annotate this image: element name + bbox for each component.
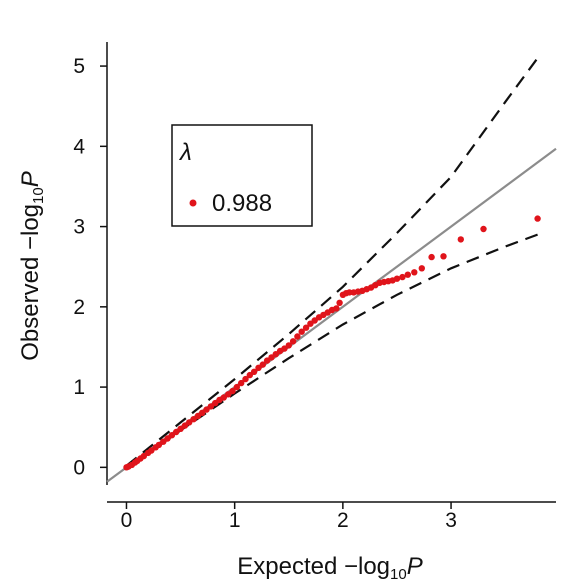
y-tick-label: 1 (73, 376, 85, 399)
x-tick-label: 1 (229, 509, 241, 532)
data-point (336, 299, 343, 306)
legend: λ 0.988 (171, 124, 313, 227)
confidence-band-upper (125, 57, 539, 467)
data-point (242, 375, 249, 383)
data-point (411, 269, 418, 276)
legend-marker (189, 199, 197, 207)
x-axis-title: Expected −log10P (237, 553, 422, 583)
data-point (333, 305, 340, 312)
legend-entry-label: 0.988 (212, 190, 272, 217)
x-ticks: 0 1 2 3 (121, 502, 457, 532)
data-points (123, 215, 541, 471)
y-tick-label: 4 (73, 135, 85, 158)
data-point (418, 265, 425, 272)
data-point (534, 215, 541, 222)
y-tick-label: 2 (73, 296, 85, 319)
y-tick-label: 5 (73, 55, 85, 78)
data-point (233, 383, 240, 391)
data-point (393, 275, 401, 282)
data-point (220, 394, 227, 401)
data-point (302, 324, 310, 331)
data-point (263, 357, 271, 364)
y-axis-title: Observed −log10P (17, 171, 47, 360)
confidence-band-lower (125, 233, 538, 470)
data-point (289, 338, 297, 345)
y-tick-label: 0 (73, 456, 85, 479)
data-point (281, 345, 288, 352)
data-point (480, 225, 487, 233)
data-point (250, 368, 258, 375)
data-point (311, 317, 318, 324)
data-point (404, 271, 411, 278)
data-point (259, 361, 266, 368)
data-point (155, 441, 163, 449)
data-point (285, 342, 292, 349)
data-point (298, 328, 305, 335)
data-point (428, 253, 435, 261)
data-point (203, 406, 210, 413)
x-tick-label: 3 (445, 509, 457, 532)
legend-title: λ (178, 139, 192, 166)
axes: 0 1 2 3 4 5 0 1 2 3 (73, 42, 556, 532)
data-point (457, 236, 464, 243)
data-point (186, 419, 193, 426)
data-point (238, 379, 245, 387)
y-tick-label: 3 (73, 216, 85, 239)
x-tick-label: 0 (121, 509, 133, 532)
data-point (440, 253, 447, 260)
y-ticks: 0 1 2 3 4 5 (73, 55, 107, 479)
x-tick-label: 2 (337, 509, 349, 532)
data-point (173, 428, 180, 436)
data-point (229, 387, 236, 395)
legend-box (171, 124, 313, 227)
data-point (399, 273, 406, 281)
data-point (294, 333, 301, 340)
